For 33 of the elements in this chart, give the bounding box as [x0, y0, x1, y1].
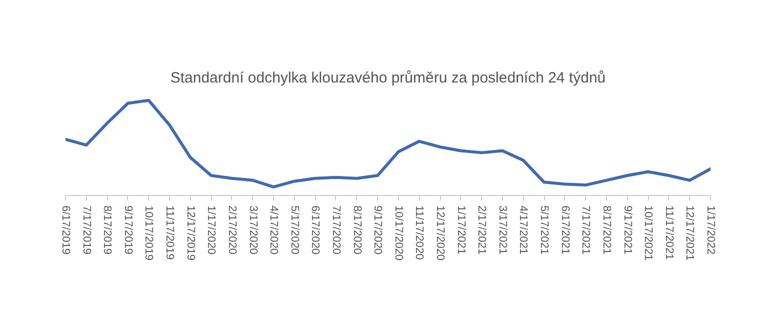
x-tick-label: 6/17/2019 [60, 206, 72, 254]
x-tick-label: 4/17/2020 [268, 206, 280, 254]
x-tick-label: 11/17/2021 [662, 206, 675, 260]
x-tick-label: 9/17/2019 [122, 206, 134, 254]
x-tick-label: 11/17/2019 [164, 206, 176, 260]
x-tick-label: 1/17/2022 [704, 206, 716, 254]
x-tick-label: 3/17/2020 [246, 206, 259, 254]
x-tick-label: 10/17/2020 [392, 206, 404, 261]
x-tick-label: 10/17/2019 [142, 206, 155, 261]
x-tick-label: 4/17/2021 [517, 206, 530, 254]
x-tick-label: 9/17/2021 [621, 206, 634, 254]
x-tick-label: 8/17/2020 [350, 206, 363, 254]
x-tick-label: 10/17/2021 [642, 206, 654, 261]
x-tick-label: 3/17/2021 [496, 206, 508, 254]
x-tick-label: 7/17/2020 [330, 206, 342, 254]
x-tick-label: 5/17/2020 [288, 206, 300, 254]
x-tick-label: 7/17/2019 [80, 206, 92, 254]
chart-title: Standardní odchylka klouzavého průměru za posledních 24 týdnů [170, 70, 606, 86]
x-tick-label: 9/17/2020 [372, 206, 384, 254]
x-tick-label: 5/17/2021 [538, 206, 550, 254]
x-tick-label: 8/17/2019 [101, 206, 114, 254]
x-tick-label: 12/17/2019 [184, 206, 196, 261]
x-tick-label: 2/17/2020 [226, 206, 238, 254]
x-tick-label: 6/17/2021 [558, 206, 571, 254]
x-tick-label: 11/17/2020 [413, 206, 426, 260]
x-tick-label: 12/17/2021 [684, 206, 696, 261]
x-tick-label: 7/17/2021 [580, 206, 592, 254]
x-tick-label: 12/17/2020 [434, 206, 446, 261]
x-tick-label: 2/17/2021 [476, 206, 488, 254]
x-tick-label: 1/17/2021 [454, 206, 467, 254]
x-tick-label: 8/17/2021 [600, 206, 612, 254]
x-tick-label: 1/17/2020 [205, 206, 218, 254]
x-tick-label: 6/17/2020 [309, 206, 322, 254]
